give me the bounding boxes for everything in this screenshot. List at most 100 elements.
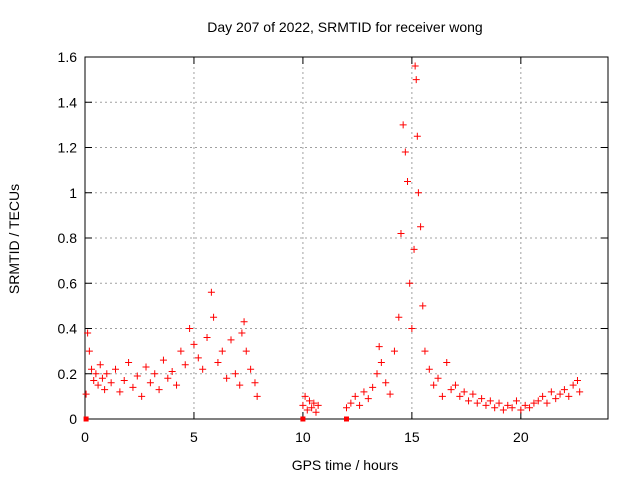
data-point xyxy=(495,399,503,407)
data-point xyxy=(238,329,246,337)
data-point xyxy=(138,392,146,400)
data-point xyxy=(112,365,120,373)
data-point xyxy=(194,354,202,362)
data-point xyxy=(508,404,516,412)
y-tick-label: 1.2 xyxy=(58,140,78,156)
data-point xyxy=(411,62,419,70)
y-tick-label: 0.8 xyxy=(58,230,78,246)
data-point xyxy=(251,379,259,387)
data-point xyxy=(210,313,218,321)
data-point xyxy=(456,392,464,400)
data-point xyxy=(133,372,141,380)
data-point xyxy=(247,365,255,373)
zero-marker xyxy=(300,416,306,422)
data-point xyxy=(146,379,154,387)
data-point xyxy=(356,401,364,409)
data-point xyxy=(231,370,239,378)
data-point xyxy=(377,358,385,366)
data-point xyxy=(82,390,90,398)
data-point xyxy=(499,406,507,414)
data-point xyxy=(103,370,111,378)
data-point xyxy=(312,408,320,416)
y-tick-label: 1.4 xyxy=(58,94,78,110)
data-point xyxy=(96,361,104,369)
data-point xyxy=(310,399,318,407)
y-tick-label: 1.6 xyxy=(58,49,78,65)
data-point xyxy=(227,336,235,344)
data-point xyxy=(186,325,194,332)
data-point xyxy=(369,383,377,391)
data-point xyxy=(425,365,433,373)
data-point xyxy=(517,406,525,414)
data-point xyxy=(408,325,416,332)
data-point xyxy=(419,302,427,310)
data-point xyxy=(447,386,455,394)
chart-title: Day 207 of 2022, SRMTID for receiver won… xyxy=(207,19,482,35)
x-tick-label: 10 xyxy=(295,429,311,445)
data-point xyxy=(478,395,486,403)
data-point xyxy=(438,392,446,400)
data-point xyxy=(314,401,322,409)
data-point xyxy=(159,356,167,364)
data-point xyxy=(421,347,429,355)
data-point xyxy=(190,340,198,348)
data-point xyxy=(430,381,438,389)
data-point xyxy=(360,388,368,396)
y-tick-label: 0.4 xyxy=(58,321,78,337)
data-point xyxy=(129,383,137,391)
data-point xyxy=(460,388,468,396)
data-point xyxy=(151,370,159,378)
y-tick-label: 0.6 xyxy=(58,275,78,291)
x-tick-label: 20 xyxy=(513,429,529,445)
data-point xyxy=(203,334,211,342)
data-point xyxy=(253,392,261,400)
data-point xyxy=(236,381,244,389)
data-point xyxy=(199,365,207,373)
data-point xyxy=(443,358,451,366)
y-tick-label: 0 xyxy=(69,411,77,427)
data-point xyxy=(382,379,390,387)
data-point xyxy=(177,347,185,355)
axes: 0 5 10 15 20 0 0.2 0.4 0.6 0.8 1 1.2 1.4 1.6 xyxy=(58,49,609,445)
data-point xyxy=(512,397,520,405)
data-point xyxy=(569,381,577,389)
x-tick-label: 0 xyxy=(81,429,89,445)
data-point xyxy=(397,229,405,237)
data-point xyxy=(560,386,568,394)
data-point xyxy=(101,386,109,394)
grid-lines xyxy=(85,57,608,419)
zero-marker xyxy=(344,416,349,422)
data-point xyxy=(434,374,442,382)
data-point xyxy=(473,399,481,407)
data-point xyxy=(410,245,418,253)
data-point xyxy=(94,381,102,389)
zero-marker xyxy=(83,416,89,422)
x-tick-label: 5 xyxy=(190,429,198,445)
data-point xyxy=(98,374,106,382)
data-point xyxy=(530,399,538,407)
data-point xyxy=(301,392,309,400)
data-point xyxy=(305,397,313,405)
data-point xyxy=(556,390,564,398)
data-point xyxy=(218,347,226,355)
x-tick-label: 15 xyxy=(404,429,420,445)
data-point xyxy=(364,395,372,403)
data-point xyxy=(547,388,555,396)
data-point xyxy=(299,401,307,409)
y-tick-label: 0.2 xyxy=(58,366,78,382)
data-point xyxy=(543,399,551,407)
data-point xyxy=(207,288,215,296)
data-point xyxy=(504,401,512,409)
data-point xyxy=(125,358,133,366)
data-point xyxy=(84,329,92,337)
data-point xyxy=(223,374,231,382)
data-point xyxy=(90,377,98,385)
data-point xyxy=(375,343,383,351)
data-point xyxy=(395,313,403,321)
data-point xyxy=(412,76,420,84)
data-point xyxy=(214,358,222,366)
data-point xyxy=(414,189,422,197)
data-point xyxy=(386,390,394,398)
data-point xyxy=(88,365,96,373)
